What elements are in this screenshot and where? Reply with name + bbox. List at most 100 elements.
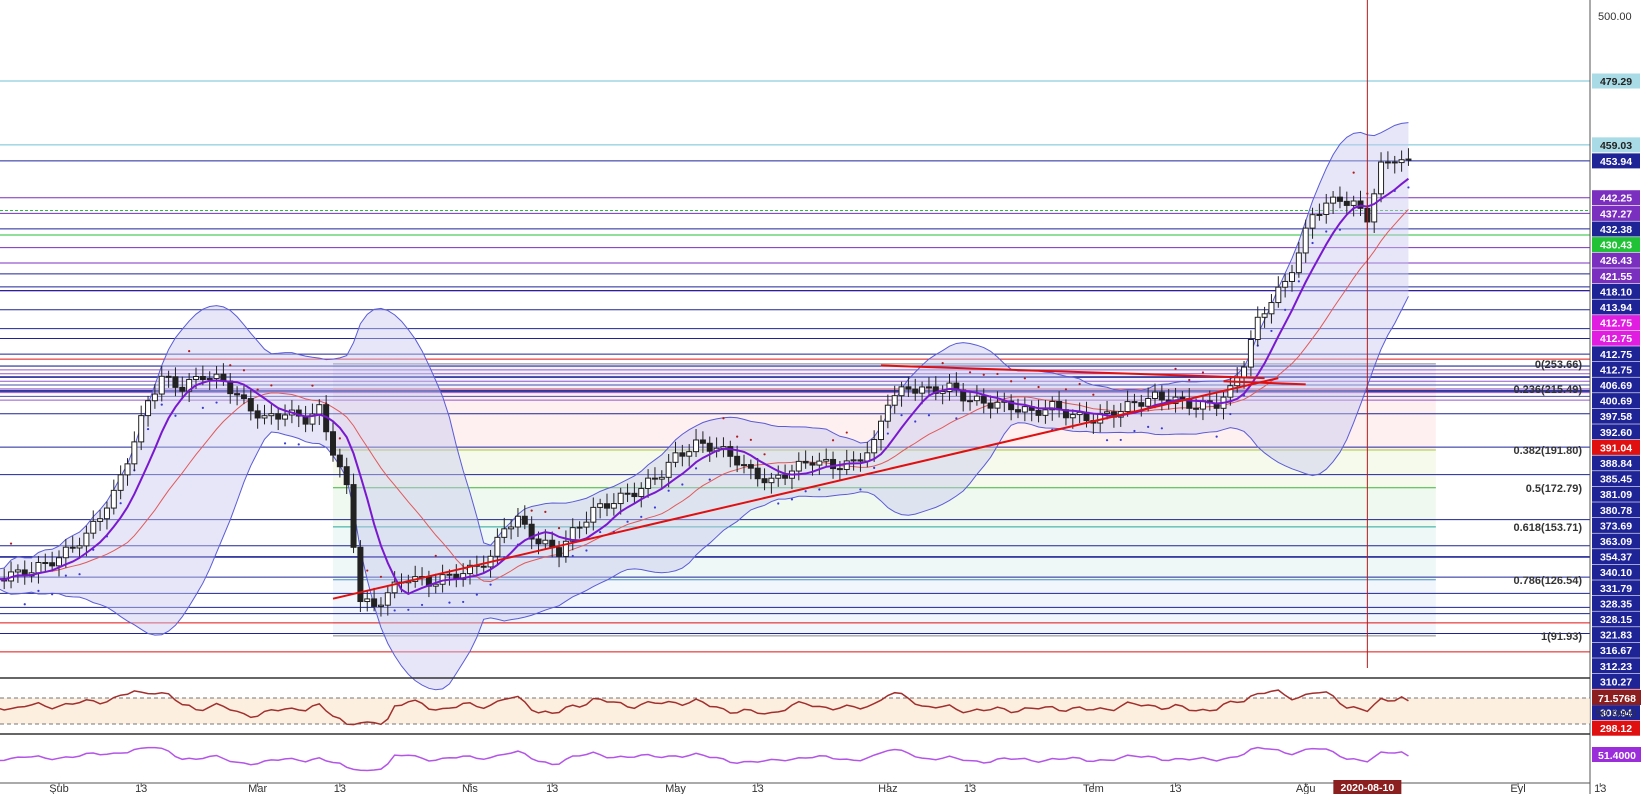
candle-body bbox=[124, 463, 131, 476]
candle-body bbox=[1343, 200, 1350, 206]
price-level-tag bbox=[1592, 439, 1640, 455]
sar-dot bbox=[804, 490, 807, 493]
candle-body bbox=[1145, 398, 1152, 407]
sar-dot bbox=[955, 417, 958, 420]
price-level-tag bbox=[1592, 471, 1640, 487]
price-level-label: 354.37 bbox=[1600, 552, 1632, 564]
sar-dot bbox=[283, 442, 287, 445]
sar-dot bbox=[1352, 171, 1355, 174]
sar-dot bbox=[1256, 344, 1259, 347]
candle-body bbox=[151, 393, 158, 402]
price-level-label: 316.67 bbox=[1600, 645, 1632, 657]
sar-dot bbox=[1174, 367, 1177, 370]
candle-body bbox=[1131, 401, 1138, 404]
candle-body bbox=[501, 528, 508, 538]
candle-body bbox=[1247, 339, 1254, 368]
candle-body bbox=[1282, 280, 1289, 288]
sar-dot bbox=[763, 453, 766, 456]
sar-dot bbox=[215, 401, 218, 404]
sar-dot bbox=[201, 406, 204, 410]
candle-body bbox=[384, 592, 391, 606]
candle-body bbox=[905, 386, 912, 390]
candle-body bbox=[754, 467, 761, 480]
candle-body bbox=[1268, 302, 1275, 315]
sar-dot bbox=[1201, 371, 1205, 374]
candle-body bbox=[1261, 313, 1268, 318]
candle-body bbox=[1042, 409, 1049, 416]
price-level-label: 412.75 bbox=[1600, 318, 1632, 330]
time-tick-label: Mar bbox=[248, 783, 267, 794]
sar-dot bbox=[1284, 308, 1287, 311]
candle-body bbox=[350, 484, 357, 548]
price-level-tag bbox=[1592, 595, 1640, 611]
candle-body bbox=[1289, 272, 1295, 282]
sar-dot bbox=[1311, 241, 1314, 245]
bollinger-lower bbox=[0, 296, 1409, 691]
candle-body bbox=[1357, 200, 1364, 209]
time-tick-label: May bbox=[665, 783, 686, 794]
candle-body bbox=[145, 400, 152, 417]
sar-dot bbox=[78, 573, 81, 576]
bollinger-basis bbox=[0, 209, 1409, 583]
price-level-label: 388.84 bbox=[1600, 458, 1632, 470]
bollinger-upper bbox=[0, 122, 1409, 570]
candle-body bbox=[1398, 159, 1405, 164]
sar-dot bbox=[1023, 377, 1026, 380]
sar-dot bbox=[1133, 429, 1136, 433]
sar-dot bbox=[1215, 435, 1218, 438]
price-level-label: 321.83 bbox=[1600, 630, 1632, 642]
sar-dot bbox=[1010, 380, 1013, 383]
candle-body bbox=[823, 458, 830, 462]
price-level-label: 380.78 bbox=[1600, 505, 1632, 517]
time-tick-label: 13 bbox=[135, 783, 147, 794]
sar-dot bbox=[777, 502, 780, 505]
sar-dot bbox=[462, 600, 465, 604]
candle-body bbox=[1124, 401, 1131, 413]
candle-body bbox=[117, 474, 124, 491]
fib-zone-band bbox=[333, 526, 1436, 580]
price-level-tag bbox=[1592, 153, 1640, 169]
price-level-tag bbox=[1592, 137, 1640, 153]
time-tick-label: 13 bbox=[752, 783, 764, 794]
time-tick-label: 13 bbox=[546, 783, 558, 794]
sar-dot bbox=[996, 372, 999, 376]
sar-dot bbox=[160, 403, 163, 406]
candle-body bbox=[761, 478, 768, 484]
candle-body bbox=[494, 536, 501, 557]
sar-dot bbox=[174, 414, 177, 417]
candle-body bbox=[693, 439, 700, 453]
price-level-tag bbox=[1592, 237, 1640, 253]
candle-body bbox=[131, 441, 138, 465]
candle-body bbox=[275, 413, 282, 420]
price-level-tag bbox=[1592, 252, 1640, 268]
fib-level-label: 0.618(153.71) bbox=[1514, 522, 1583, 534]
candle-body bbox=[610, 503, 617, 509]
candle-body bbox=[1309, 214, 1316, 229]
price-level-label: 385.45 bbox=[1600, 474, 1632, 486]
candle-body bbox=[199, 375, 206, 381]
candle-body bbox=[1021, 406, 1028, 413]
trendline-support bbox=[332, 377, 1279, 600]
price-level-label: 412.75 bbox=[1600, 349, 1632, 361]
sar-dot bbox=[1064, 388, 1068, 391]
candle-body bbox=[850, 459, 857, 462]
price-level-label: 298.12 bbox=[1600, 723, 1632, 735]
time-tick-label: 13 bbox=[964, 783, 976, 794]
candle-body bbox=[973, 395, 980, 402]
candle-body bbox=[590, 506, 597, 523]
price-level-tag bbox=[1592, 720, 1640, 736]
price-level-label: 413.94 bbox=[1600, 302, 1632, 314]
sar-dot bbox=[544, 510, 547, 513]
candle-body bbox=[843, 460, 850, 470]
time-tick-label: 13 bbox=[1594, 783, 1606, 794]
candle-body bbox=[309, 413, 316, 425]
sar-dot bbox=[434, 554, 437, 557]
price-level-tag bbox=[1592, 73, 1640, 89]
fib-level-label: 0.786(126.54) bbox=[1514, 575, 1583, 587]
candle-body bbox=[994, 401, 1001, 409]
sar-dot bbox=[1078, 382, 1081, 386]
candle-body bbox=[521, 515, 528, 525]
candle-body bbox=[1241, 366, 1248, 379]
candle-body bbox=[49, 562, 56, 567]
